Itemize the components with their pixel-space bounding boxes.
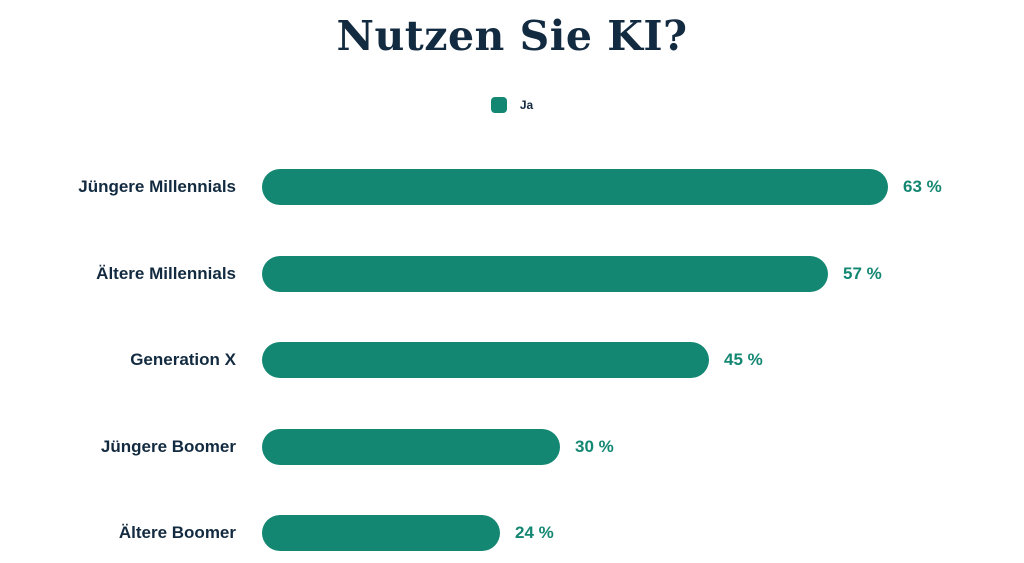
chart-row: Ältere Millennials 57 % [0, 256, 1024, 292]
category-label: Jüngere Millennials [78, 177, 236, 196]
bar [262, 256, 828, 292]
category-label: Ältere Millennials [96, 264, 236, 283]
bar [262, 342, 709, 378]
value-label: 57 % [843, 264, 882, 283]
chart-title: Nutzen Sie KI? [336, 12, 688, 60]
chart-row: Jüngere Millennials 63 % [0, 169, 1024, 205]
chart-row: Generation X 45 % [0, 342, 1024, 378]
category-label: Jüngere Boomer [100, 437, 236, 456]
chart-row: Ältere Boomer 24 % [0, 515, 1024, 551]
legend: Ja [0, 97, 1024, 113]
category-label: Ältere Boomer [118, 523, 236, 542]
value-label: 45 % [724, 350, 763, 369]
bar [262, 169, 888, 205]
legend-item-ja[interactable]: Ja [490, 97, 534, 113]
value-label: 24 % [515, 523, 554, 542]
value-label: 63 % [903, 177, 942, 196]
category-label: Generation X [130, 350, 236, 369]
legend-swatch-icon [490, 97, 507, 113]
value-label: 30 % [575, 437, 614, 456]
chart-row: Jüngere Boomer 30 % [0, 429, 1024, 465]
bar [262, 515, 500, 551]
bar [262, 429, 560, 465]
legend-label: Ja [519, 98, 534, 112]
